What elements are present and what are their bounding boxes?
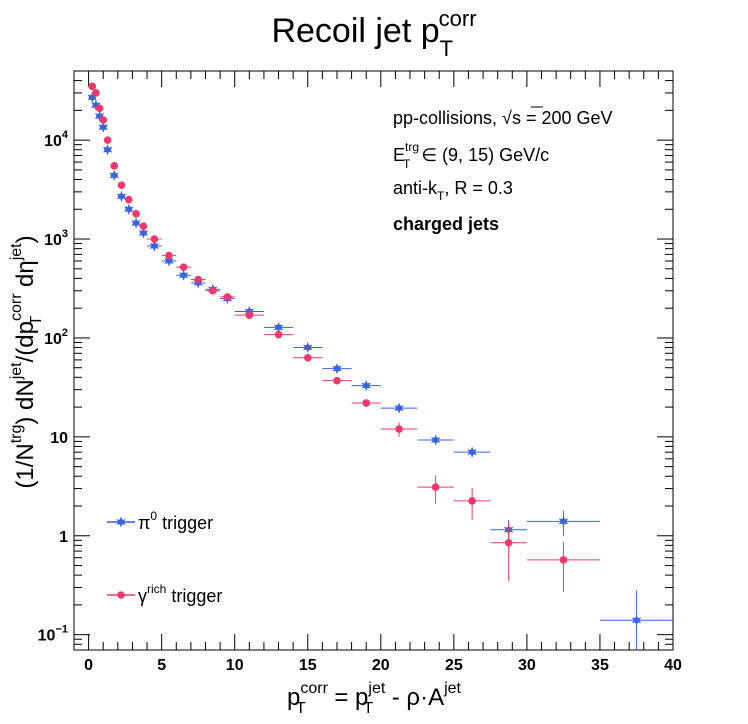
annotation-collisions: pp-collisions, √s = 200 GeV <box>393 108 613 128</box>
legend-label-gamma: γrich trigger <box>138 582 222 606</box>
series-1 <box>88 82 600 593</box>
data-point <box>139 222 148 230</box>
data-point <box>194 275 202 284</box>
sqrt-symbol: √ <box>502 108 512 128</box>
chart-title: Recoil jet pTcorr <box>271 6 476 61</box>
data-point <box>117 181 126 190</box>
data-point <box>99 116 108 124</box>
data-point <box>110 162 118 170</box>
data-point <box>131 217 141 229</box>
y-tick-label: 104 <box>44 129 69 150</box>
data-point <box>91 99 101 111</box>
series-layer <box>87 82 673 650</box>
y-tick-label: 1 <box>59 529 68 546</box>
annotations: pp-collisions, √s = 200 GeV Etrg T ∈ (9, … <box>393 106 613 234</box>
y-tick-label: 10−1 <box>38 624 68 645</box>
x-tick-label: 40 <box>664 657 682 674</box>
y-tick-label: 102 <box>44 327 68 348</box>
data-point <box>431 483 440 491</box>
data-point <box>467 446 477 458</box>
data-point <box>332 363 342 375</box>
data-point <box>208 286 217 295</box>
annotation-jet-algorithm: anti-kT, R = 0.3 <box>393 178 513 203</box>
data-point <box>273 321 284 333</box>
x-tick-label: 35 <box>591 657 609 674</box>
y-tick-label: 10 <box>50 430 68 447</box>
data-point <box>631 614 642 626</box>
data-point <box>302 342 313 354</box>
data-point <box>116 190 127 202</box>
x-tick-label: 25 <box>445 657 463 674</box>
x-axis-label: pcorr T = pjet T - ρ·Ajet <box>287 680 462 717</box>
plot-frame <box>73 70 674 651</box>
y-tick-label: 103 <box>44 228 68 249</box>
series-0 <box>87 91 673 650</box>
data-point <box>87 91 98 103</box>
data-point <box>132 209 140 218</box>
x-tick-label: 10 <box>226 657 244 674</box>
data-point <box>92 89 100 97</box>
data-point <box>394 402 404 414</box>
data-point <box>178 269 189 281</box>
data-point <box>274 330 283 339</box>
data-point <box>333 376 341 385</box>
y-axis: 10−1 1 10 102 103 104 <box>38 70 673 651</box>
data-point <box>150 235 159 243</box>
data-point <box>124 203 134 215</box>
x-axis: 0 5 10 15 20 25 30 35 40 <box>84 71 682 674</box>
legend-marker-gamma <box>117 591 125 599</box>
data-point <box>504 538 513 547</box>
annotation-charged-jets: charged jets <box>393 214 499 234</box>
data-point <box>558 515 569 527</box>
legend-label-pi0: π0 trigger <box>138 509 213 533</box>
data-point <box>165 251 173 260</box>
legend: π0 trigger γrich trigger <box>107 509 222 606</box>
legend-marker-pi0 <box>116 516 126 528</box>
legend-entry-gamma-rich: γrich trigger <box>107 582 222 606</box>
data-point <box>361 380 371 392</box>
data-point <box>223 293 232 301</box>
x-tick-label: 0 <box>84 657 93 674</box>
data-point <box>109 169 119 181</box>
data-point <box>430 434 441 446</box>
x-tick-label: 30 <box>518 657 536 674</box>
data-point <box>88 82 97 91</box>
data-point <box>138 227 149 239</box>
data-point <box>179 263 188 271</box>
data-point <box>303 353 312 362</box>
data-point <box>98 121 108 133</box>
data-point <box>124 195 133 204</box>
data-point <box>103 136 112 144</box>
data-point <box>102 144 113 156</box>
data-point <box>149 240 160 252</box>
data-point <box>559 556 568 564</box>
data-point <box>164 255 174 267</box>
legend-entry-pi0: π0 trigger <box>107 509 213 533</box>
data-point <box>395 425 403 433</box>
y-axis-label: (1/Ntrg) dNjet/(dpcorr T dηjet) <box>8 235 45 488</box>
data-point <box>362 399 370 407</box>
annotation-trigger-energy: Etrg T ∈ (9, 15) GeV/c <box>393 140 549 171</box>
data-point <box>94 110 105 122</box>
x-tick-label: 20 <box>372 657 390 674</box>
x-tick-label: 5 <box>157 657 166 674</box>
x-tick-label: 15 <box>299 657 317 674</box>
data-point <box>245 311 254 319</box>
data-point <box>468 497 476 505</box>
data-point <box>95 104 104 113</box>
